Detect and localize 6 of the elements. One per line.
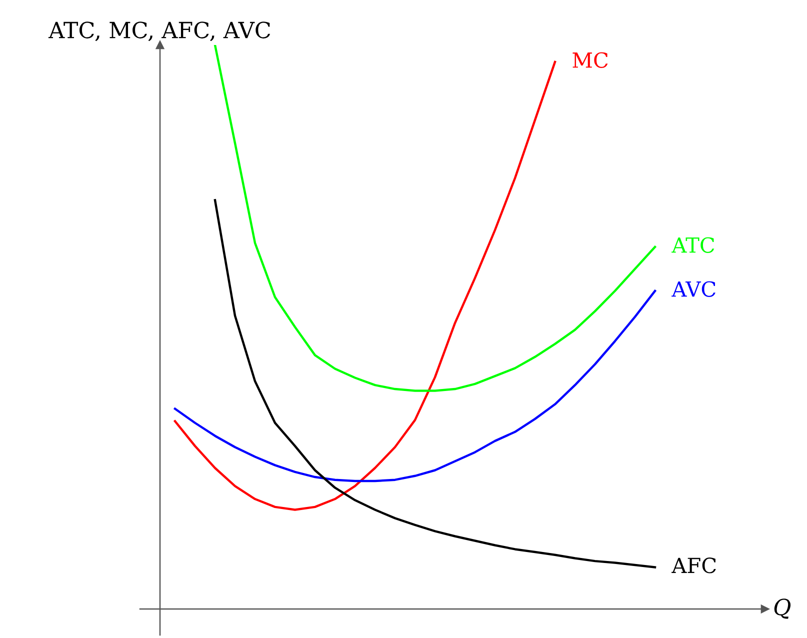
y-axis-title: ATC, MC, AFC, AVC [48, 22, 270, 42]
x-axis-title: Q [774, 598, 791, 619]
series-label: ATC [672, 237, 714, 253]
series-label: AFC [672, 558, 716, 574]
series-label: MC [572, 52, 608, 68]
series-label: AVC [672, 281, 716, 297]
